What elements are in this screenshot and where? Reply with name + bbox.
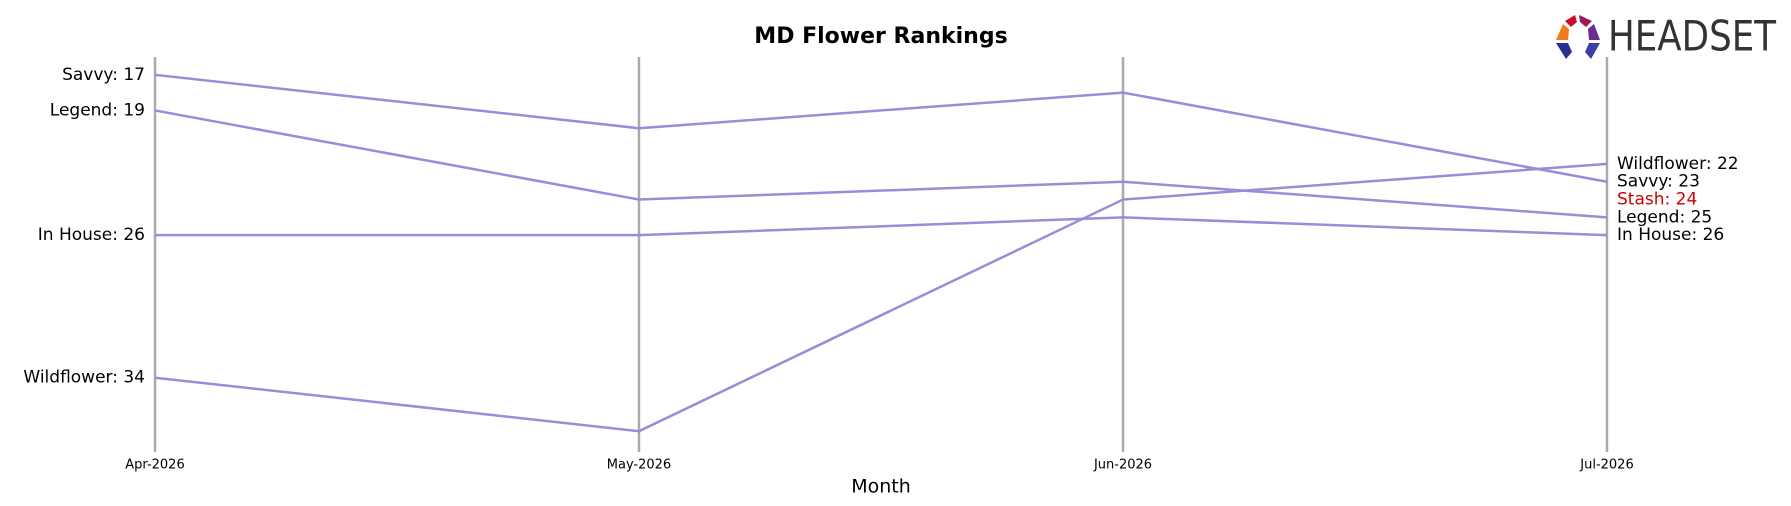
rank-label: Legend: 19 <box>50 100 145 120</box>
rank-label: Wildflower: 22 <box>1617 154 1739 174</box>
rank-line <box>154 73 1608 183</box>
logo-piece <box>1556 24 1569 40</box>
rank-label: Savvy: 23 <box>1617 172 1700 192</box>
rank-label: Stash: 24 <box>1617 190 1697 210</box>
x-tick-label: May-2026 <box>607 458 671 473</box>
logo-piece <box>1565 15 1577 27</box>
rank-label: Wildflower: 34 <box>23 368 145 388</box>
rank-line <box>155 216 1608 237</box>
logo-piece <box>1585 43 1600 59</box>
chart-title: MD Flower Rankings <box>754 24 1007 49</box>
logo-piece <box>1588 24 1600 40</box>
logo-piece <box>1556 43 1572 59</box>
rank-line <box>154 162 1608 433</box>
rank-label: In House: 26 <box>38 225 145 245</box>
rank-line <box>154 109 1608 219</box>
rank-label: Savvy: 17 <box>62 65 145 85</box>
rank-label: In House: 26 <box>1617 225 1724 245</box>
logo: HEADSET <box>1556 12 1776 61</box>
x-tick-label: Jun-2026 <box>1093 458 1152 473</box>
logo-piece <box>1579 15 1592 27</box>
x-tick-label: Apr-2026 <box>125 458 184 473</box>
logo-text: HEADSET <box>1608 12 1776 61</box>
x-tick-label: Jul-2026 <box>1579 458 1633 473</box>
x-axis-label: Month <box>851 476 911 498</box>
rank-label: Legend: 25 <box>1617 207 1712 227</box>
